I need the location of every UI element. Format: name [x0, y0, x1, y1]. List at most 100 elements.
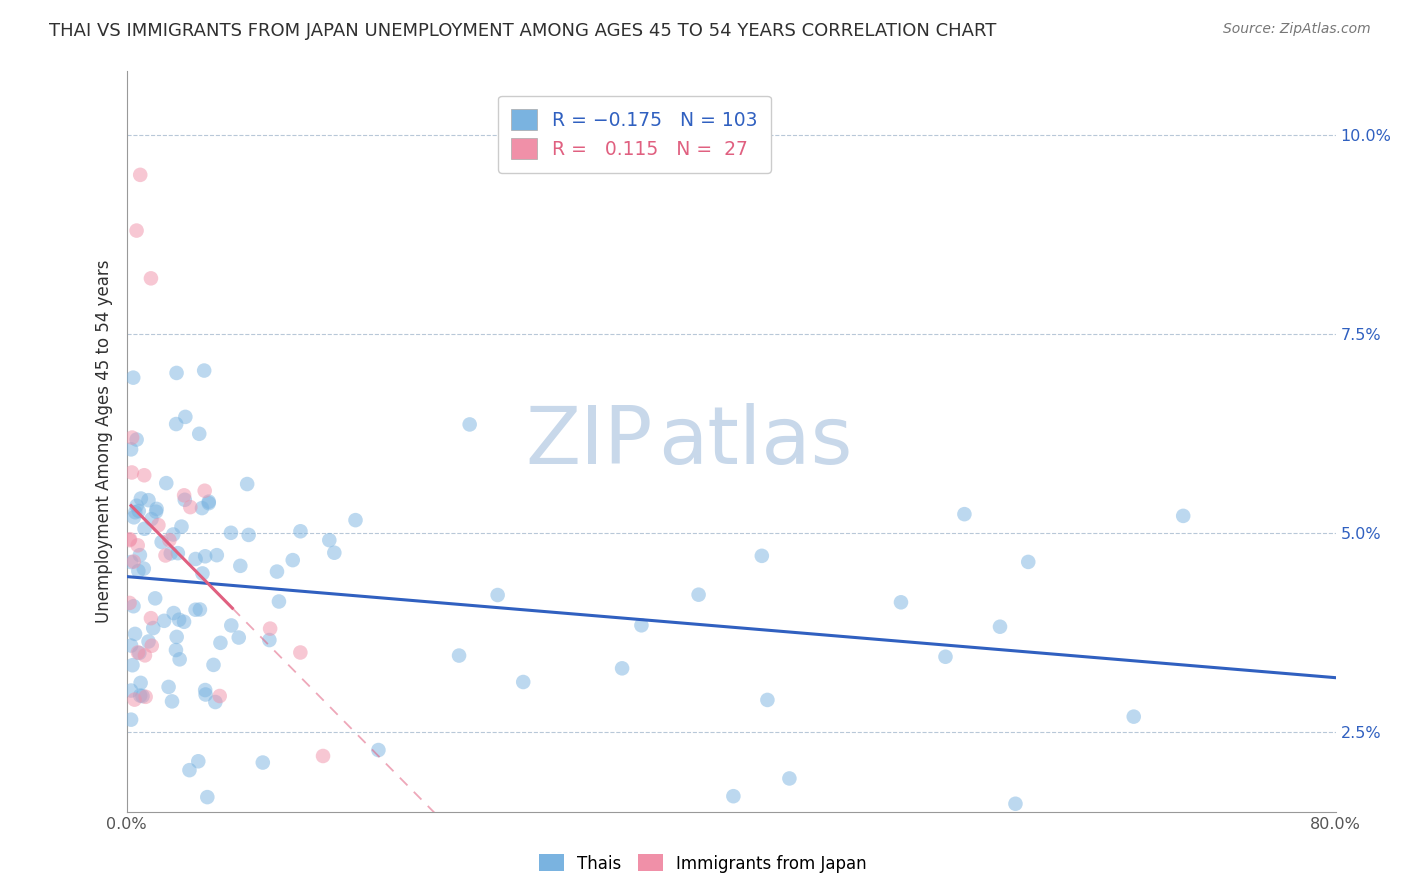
Point — [155, 476, 177, 491]
Text: THAI VS IMMIGRANTS FROM JAPAN UNEMPLOYMENT AMONG AGES 45 TO 54 YEARS CORRELATION: THAI VS IMMIGRANTS FROM JAPAN UNEMPLOYME… — [49, 22, 997, 40]
Point — [367, 743, 389, 757]
Point — [125, 223, 148, 237]
Point — [169, 652, 191, 666]
Point — [266, 565, 288, 579]
Point — [197, 494, 219, 508]
Point — [145, 502, 167, 516]
Point — [120, 555, 142, 569]
Point — [122, 599, 145, 614]
Point — [118, 596, 141, 610]
Point — [159, 546, 181, 560]
Point — [155, 549, 177, 563]
Point — [1173, 508, 1195, 523]
Point — [191, 566, 214, 581]
Text: Source: ZipAtlas.com: Source: ZipAtlas.com — [1223, 22, 1371, 37]
Point — [197, 496, 219, 510]
Point — [141, 512, 163, 526]
Point — [122, 510, 145, 524]
Point — [153, 614, 176, 628]
Point — [323, 546, 346, 560]
Point — [486, 588, 509, 602]
Point — [134, 522, 156, 536]
Point — [194, 483, 217, 498]
Point — [259, 622, 281, 636]
Point — [132, 561, 155, 575]
Point — [135, 690, 157, 704]
Point — [281, 553, 304, 567]
Point — [145, 505, 167, 519]
Point — [229, 558, 252, 573]
Point — [1122, 709, 1144, 723]
Point — [127, 538, 149, 552]
Point — [131, 689, 153, 703]
Point — [953, 507, 976, 521]
Point — [129, 168, 152, 182]
Point — [166, 366, 188, 380]
Point — [184, 603, 207, 617]
Point — [118, 532, 141, 546]
Point — [259, 633, 281, 648]
Point — [204, 695, 226, 709]
Point — [120, 639, 142, 653]
Point — [128, 646, 150, 660]
Point — [122, 370, 145, 384]
Point — [120, 683, 142, 698]
Point — [173, 488, 195, 502]
Point — [121, 658, 143, 673]
Point — [173, 615, 195, 629]
Point — [162, 527, 184, 541]
Point — [138, 493, 160, 508]
Point — [194, 688, 217, 702]
Point — [890, 595, 912, 609]
Point — [751, 549, 773, 563]
Point — [179, 500, 201, 515]
Point — [125, 433, 148, 447]
Point — [138, 634, 160, 648]
Point — [129, 676, 152, 690]
Point — [228, 631, 250, 645]
Point — [166, 630, 188, 644]
Point — [150, 535, 173, 549]
Point — [447, 648, 470, 663]
Point — [778, 772, 800, 786]
Point — [134, 468, 156, 483]
Point — [188, 602, 211, 616]
Point — [512, 675, 534, 690]
Point — [127, 564, 149, 578]
Point — [238, 528, 260, 542]
Point — [236, 477, 259, 491]
Point — [125, 499, 148, 513]
Point — [193, 363, 215, 377]
Point — [141, 639, 163, 653]
Point — [723, 789, 745, 804]
Point — [290, 646, 312, 660]
Point — [122, 555, 145, 569]
Point — [988, 620, 1011, 634]
Point — [124, 505, 146, 519]
Point — [121, 431, 143, 445]
Point — [290, 524, 312, 539]
Point — [170, 519, 193, 533]
Point — [120, 713, 142, 727]
Point — [124, 627, 146, 641]
Point — [205, 548, 228, 562]
Point — [166, 546, 188, 560]
Point — [312, 749, 335, 764]
Point — [194, 683, 217, 698]
Point — [165, 417, 187, 431]
Point — [129, 491, 152, 506]
Point — [143, 591, 166, 606]
Point — [124, 692, 146, 706]
Legend: R = −0.175   N = 103, R =   0.115   N =  27: R = −0.175 N = 103, R = 0.115 N = 27 — [498, 95, 770, 173]
Point — [187, 754, 209, 768]
Point — [209, 636, 232, 650]
Point — [318, 533, 340, 548]
Point — [163, 606, 186, 620]
Point — [165, 643, 187, 657]
Point — [157, 533, 180, 548]
Point — [219, 525, 242, 540]
Y-axis label: Unemployment Among Ages 45 to 54 years: Unemployment Among Ages 45 to 54 years — [94, 260, 112, 624]
Point — [148, 518, 170, 533]
Point — [1017, 555, 1039, 569]
Point — [188, 426, 211, 441]
